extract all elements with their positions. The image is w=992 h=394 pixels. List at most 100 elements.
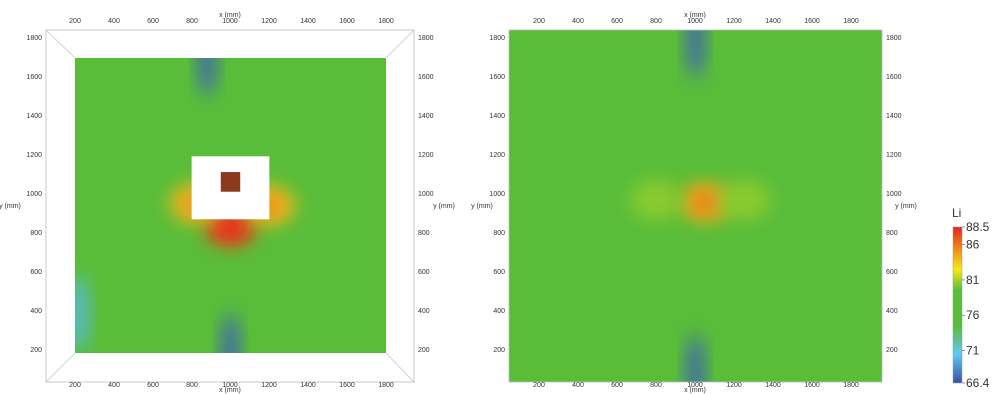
y-tick-label-right: 1800	[418, 35, 434, 42]
hotspot	[718, 180, 771, 221]
y-tick-label-right: 1600	[418, 74, 434, 81]
x-tick-label-bottom: 1800	[378, 382, 394, 389]
y-tick-label-right: 1400	[418, 113, 434, 120]
x-tick-label-top: 1400	[300, 18, 316, 25]
y-tick-label-left: 1400	[489, 113, 505, 120]
panel-a-source-block	[220, 172, 241, 192]
left-heatmap-panel: 200 200 400 400 600 600 800 800 1000 1000 1200 1200…	[0, 12, 455, 394]
hotspot	[630, 180, 683, 221]
y-tick-label-left: 1000	[26, 191, 42, 198]
panel-b-ticks: 200 200 400 400 600 600 800 800 1000 1000 1200 1200…	[489, 18, 901, 389]
x-tick-label-bottom: 1400	[765, 382, 781, 389]
x-tick-label-top: 1600	[339, 18, 355, 25]
panel-b-x-label-bottom: x (mm)	[684, 387, 706, 394]
x-tick-label-bottom: 1400	[300, 382, 316, 389]
x-tick-label-bottom: 200	[69, 382, 81, 389]
panel-b-y-label-left: y (mm)	[471, 203, 493, 210]
y-tick-label-left: 1600	[26, 74, 42, 81]
colorbar-tick-label: 71	[966, 344, 980, 358]
colorbar-gradient	[952, 226, 963, 384]
colorbar-tick-label: 86	[966, 238, 980, 252]
colorbar-tick-label: 81	[966, 273, 980, 287]
panel-b-x-label-top: x (mm)	[684, 12, 706, 19]
x-tick-label-top: 200	[533, 18, 545, 25]
x-tick-label-bottom: 400	[108, 382, 120, 389]
panel-b-frame	[508, 29, 883, 383]
y-tick-label-left: 200	[30, 347, 42, 354]
colorbar-title: Li	[952, 206, 961, 220]
hotspot	[75, 275, 88, 352]
perspective-edge-br	[385, 352, 415, 383]
perspective-edge-tl	[45, 29, 76, 59]
colorbar-ticks: 88.5 86 81 76 71 66.4	[962, 220, 990, 390]
panel-a-y-label-right: y (mm)	[433, 203, 455, 210]
x-tick-label-top: 1600	[804, 18, 820, 25]
y-tick-label-left: 400	[493, 308, 505, 315]
y-tick-label-right: 600	[886, 269, 898, 276]
y-tick-label-left: 600	[30, 269, 42, 276]
y-tick-label-left: 400	[30, 308, 42, 315]
x-tick-label-bottom: 200	[533, 382, 545, 389]
x-tick-label-bottom: 400	[572, 382, 584, 389]
y-tick-label-left: 800	[493, 230, 505, 237]
x-tick-label-bottom: 600	[147, 382, 159, 389]
x-tick-label-bottom: 1000	[687, 382, 703, 389]
y-tick-label-left: 1200	[26, 152, 42, 159]
panel-a-x-label-top: x (mm)	[219, 12, 241, 19]
y-tick-label-left: 1800	[489, 35, 505, 42]
y-tick-label-left: 1000	[489, 191, 505, 198]
panel-a-frame	[45, 29, 415, 383]
y-tick-label-left: 1600	[489, 74, 505, 81]
y-tick-label-right: 400	[418, 308, 430, 315]
y-tick-label-right: 1800	[886, 35, 902, 42]
x-tick-label-top: 1400	[765, 18, 781, 25]
x-tick-label-bottom: 800	[186, 382, 198, 389]
x-tick-label-bottom: 1200	[261, 382, 277, 389]
colorbar-tick-label: 88.5	[966, 220, 990, 234]
x-tick-label-bottom: 1600	[339, 382, 355, 389]
perspective-edge-bl	[45, 352, 76, 383]
x-tick-label-bottom: 1600	[804, 382, 820, 389]
colorbar: Li 88.5 86 81 76 71 66.4	[952, 206, 990, 390]
y-tick-label-left: 1400	[26, 113, 42, 120]
panel-b-y-label-right: y (mm)	[895, 203, 917, 210]
x-tick-label-top: 400	[108, 18, 120, 25]
x-tick-label-top: 400	[572, 18, 584, 25]
y-tick-label-right: 1200	[886, 152, 902, 159]
x-tick-label-top: 1800	[378, 18, 394, 25]
y-tick-label-left: 200	[493, 347, 505, 354]
panel-a-ticks: 200 200 400 400 600 600 800 800 1000 1000 1200 1200…	[26, 18, 433, 389]
x-tick-label-top: 800	[186, 18, 198, 25]
x-tick-label-bottom: 800	[650, 382, 662, 389]
colorbar-tick-label: 66.4	[966, 376, 990, 390]
panel-b-hotspots	[630, 30, 771, 382]
hotspot	[686, 30, 705, 78]
x-tick-label-top: 200	[69, 18, 81, 25]
y-tick-label-left: 600	[493, 269, 505, 276]
y-tick-label-right: 1200	[418, 152, 434, 159]
y-tick-label-right: 800	[886, 230, 898, 237]
hotspot-core	[218, 217, 243, 238]
y-tick-label-right: 1000	[418, 191, 434, 198]
x-tick-label-top: 600	[147, 18, 159, 25]
y-tick-label-right: 1600	[886, 74, 902, 81]
y-tick-label-right: 200	[418, 347, 430, 354]
y-tick-label-right: 600	[418, 269, 430, 276]
y-tick-label-left: 800	[30, 230, 42, 237]
x-tick-label-top: 600	[611, 18, 623, 25]
y-tick-label-right: 400	[886, 308, 898, 315]
panel-a-y-label-left: y (mm)	[0, 203, 21, 210]
right-heatmap-panel: 200 200 400 400 600 600 800 800 1000 1000 1200 1200…	[471, 12, 917, 394]
x-tick-label-top: 1800	[843, 18, 859, 25]
panel-a-x-label-bottom: x (mm)	[219, 387, 241, 394]
x-tick-label-top: 1000	[687, 18, 703, 25]
x-tick-label-bottom: 600	[611, 382, 623, 389]
x-tick-label-top: 1200	[261, 18, 277, 25]
perspective-edge-tr	[385, 29, 415, 59]
x-tick-label-top: 800	[650, 18, 662, 25]
y-tick-label-right: 1000	[886, 191, 902, 198]
x-tick-label-bottom: 1200	[726, 382, 742, 389]
y-tick-label-right: 1400	[886, 113, 902, 120]
y-tick-label-right: 200	[886, 347, 898, 354]
